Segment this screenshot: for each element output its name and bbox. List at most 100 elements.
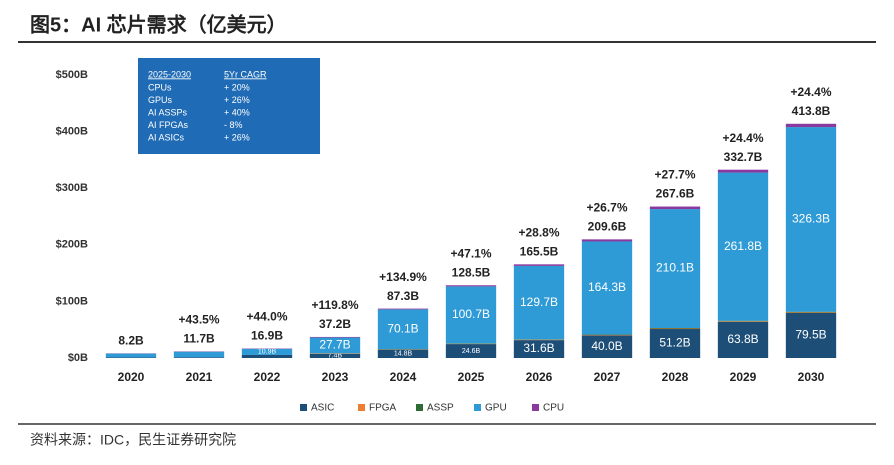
bar-segment: [785, 311, 837, 313]
inset-box: [138, 58, 320, 154]
total-label: 128.5B: [452, 265, 491, 279]
x-tick-label: 2020: [118, 370, 145, 384]
bar-segment: [717, 321, 769, 322]
bar-segment: [309, 336, 361, 338]
x-tick-label: 2028: [662, 370, 689, 384]
growth-label: +119.8%: [311, 298, 358, 312]
legend-label: ASSP: [427, 403, 454, 414]
bar-segment: [581, 335, 633, 358]
growth-label: +24.4%: [790, 85, 831, 99]
inset-cell: CPUs: [148, 82, 172, 92]
x-tick-label: 2021: [186, 370, 213, 384]
segment-label: 10.9B: [258, 349, 277, 356]
y-tick-label: $0B: [68, 352, 88, 364]
total-label: 165.5B: [520, 244, 559, 258]
growth-label: +134.9%: [379, 270, 427, 284]
segment-label: 326.3B: [792, 212, 830, 226]
bar-segment: [377, 308, 429, 310]
total-label: 267.6B: [656, 187, 695, 201]
bar-segment: [581, 241, 633, 335]
y-tick-label: $400B: [56, 126, 88, 138]
bar-segment: [717, 169, 769, 173]
segment-label: 129.7B: [520, 295, 558, 309]
bar-segment: [445, 344, 497, 358]
legend-label: CPU: [543, 403, 564, 414]
bar-segment: [105, 353, 157, 358]
growth-label: +44.0%: [246, 310, 287, 324]
inset-cell: AI ASSPs: [148, 107, 188, 117]
total-label: 8.2B: [118, 334, 144, 348]
y-tick-label: $300B: [56, 182, 88, 194]
bar-segment: [173, 351, 225, 358]
source: 资料来源：IDC，民生证券研究院: [30, 432, 236, 448]
bar-segment: [649, 328, 701, 329]
y-tick-label: $100B: [56, 295, 88, 307]
legend-label: GPU: [485, 403, 507, 414]
x-tick-label: 2027: [594, 370, 621, 384]
bar-segment: [649, 206, 701, 210]
legend-label: ASIC: [311, 403, 334, 414]
bar-segment: [105, 357, 157, 358]
chart-title: 图5：AI 芯片需求（亿美元）: [30, 12, 287, 36]
legend-swatch: [416, 404, 423, 411]
bar-segment: [513, 265, 565, 340]
inset-header: 2025-2030: [148, 69, 191, 79]
bar-segment: [445, 285, 497, 287]
total-label: 209.6B: [588, 220, 627, 234]
legend-label: FPGA: [369, 403, 397, 414]
bar-segment: [785, 123, 837, 128]
legend-swatch: [300, 404, 307, 411]
inset-header: 5Yr CAGR: [224, 69, 267, 79]
segment-label: 164.3B: [588, 280, 626, 294]
bar-segment: [241, 354, 293, 358]
growth-label: +47.1%: [450, 246, 491, 260]
segment-label: 63.8B: [727, 332, 758, 346]
x-tick-label: 2030: [798, 370, 825, 384]
segment-label: 70.1B: [387, 321, 418, 335]
bar-segment: [649, 329, 701, 358]
bar-segment: [717, 321, 769, 358]
total-label: 11.7B: [183, 332, 215, 346]
bar-segment: [785, 312, 837, 314]
bar-segment: [445, 286, 497, 344]
bar-segment: [241, 348, 293, 355]
x-tick-label: 2026: [526, 370, 553, 384]
segment-label: 7.4B: [328, 353, 343, 360]
bar-segment: [513, 264, 565, 266]
inset-cell: + 26%: [224, 95, 250, 105]
growth-label: +24.4%: [722, 131, 763, 145]
inset-cell: GPUs: [148, 95, 173, 105]
total-label: 413.8B: [792, 104, 831, 118]
segment-label: 27.7B: [319, 338, 350, 352]
inset-cell: - 8%: [224, 120, 243, 130]
bar-segment: [785, 313, 837, 358]
x-tick-label: 2024: [390, 370, 417, 384]
total-label: 332.7B: [724, 150, 763, 164]
y-tick-label: $200B: [56, 239, 88, 251]
bar-segment: [309, 337, 361, 354]
inset-cell: AI FPGAs: [148, 120, 189, 130]
bar-segment: [785, 127, 837, 312]
growth-label: +43.5%: [178, 313, 219, 327]
bar-segment: [377, 349, 429, 358]
inset-cell: AI ASICs: [148, 132, 185, 142]
y-tick-label: $500B: [56, 69, 88, 81]
segment-label: 14.8B: [394, 351, 413, 358]
bar-segment: [377, 309, 429, 350]
x-tick-label: 2025: [458, 370, 485, 384]
legend-swatch: [532, 404, 539, 411]
bar-segment: [581, 239, 633, 242]
bar-segment: [649, 209, 701, 329]
x-tick-label: 2023: [322, 370, 349, 384]
growth-label: +28.8%: [518, 225, 559, 239]
bar-segment: [717, 320, 769, 322]
segment-label: 24.6B: [462, 348, 481, 355]
legend-swatch: [358, 404, 365, 411]
total-label: 87.3B: [387, 289, 419, 303]
segment-label: 79.5B: [795, 328, 826, 342]
growth-label: +26.7%: [586, 201, 627, 215]
segment-label: 51.2B: [659, 336, 690, 350]
inset-cell: + 40%: [224, 107, 250, 117]
